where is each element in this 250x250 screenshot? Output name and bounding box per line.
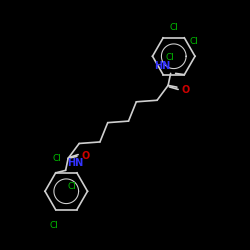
Text: HN: HN xyxy=(67,158,83,168)
Text: O: O xyxy=(181,85,190,95)
Text: Cl: Cl xyxy=(170,22,179,32)
Text: Cl: Cl xyxy=(68,182,76,191)
Text: Cl: Cl xyxy=(50,221,59,230)
Text: O: O xyxy=(82,151,90,161)
Text: Cl: Cl xyxy=(165,53,174,62)
Text: Cl: Cl xyxy=(189,37,198,46)
Text: Cl: Cl xyxy=(52,154,61,163)
Text: HN: HN xyxy=(154,62,170,72)
